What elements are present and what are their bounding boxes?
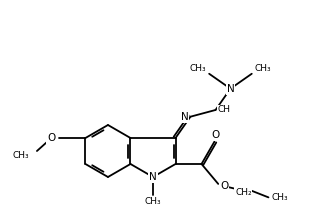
Text: O: O xyxy=(211,130,220,140)
Text: N: N xyxy=(227,84,234,94)
Text: O: O xyxy=(47,133,55,143)
Text: O: O xyxy=(220,181,229,191)
Text: CH₃: CH₃ xyxy=(190,64,206,73)
Text: CH₃: CH₃ xyxy=(272,193,288,202)
Text: N: N xyxy=(149,172,157,182)
Text: CH₃: CH₃ xyxy=(145,198,161,206)
Text: CH₃: CH₃ xyxy=(12,151,29,159)
Text: CH: CH xyxy=(217,105,231,114)
Text: CH₃: CH₃ xyxy=(255,64,271,73)
Text: N: N xyxy=(181,112,188,122)
Text: CH₂: CH₂ xyxy=(235,188,252,197)
